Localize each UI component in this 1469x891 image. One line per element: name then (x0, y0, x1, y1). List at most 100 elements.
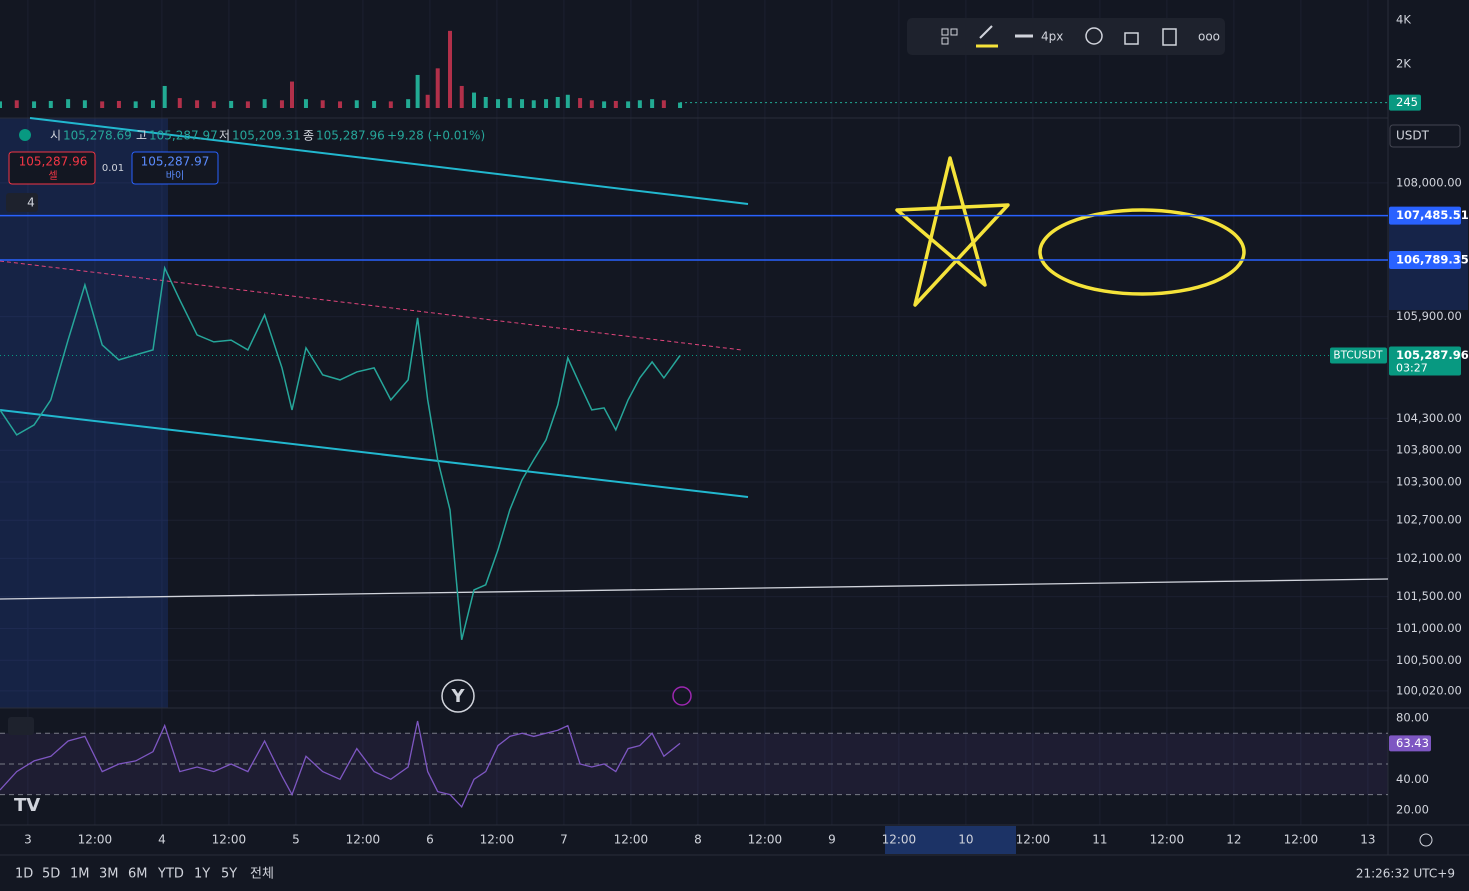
sell-label: 셀 (48, 170, 57, 182)
line-width[interactable]: 4px (1041, 30, 1063, 44)
volume-bar (406, 99, 411, 108)
ohlc-label: 시 (50, 129, 61, 143)
volume-bar (262, 99, 267, 108)
icon-settings[interactable] (1085, 27, 1103, 45)
volume-bar (602, 101, 607, 108)
status-dot (19, 129, 31, 141)
y-tick-label: 102,700.00 (1396, 513, 1462, 527)
volume-bar (116, 100, 121, 108)
sell-button[interactable] (8, 151, 96, 185)
volume-bar (211, 101, 216, 108)
range-button[interactable]: 1D (15, 867, 33, 882)
volume-bar (483, 96, 488, 108)
volume-bar (279, 100, 284, 108)
volume-bar (531, 100, 536, 108)
x-tick-label: 12:00 (1016, 833, 1051, 847)
quantity: 0.01 (102, 163, 124, 174)
volume-bar (626, 101, 631, 108)
x-tick-label: 6 (426, 833, 434, 847)
sell-price: 105,287.96 (19, 155, 88, 169)
range-button[interactable]: 5D (42, 867, 60, 882)
y-tick-label: 4K (1396, 12, 1411, 26)
event-marker[interactable] (441, 679, 475, 713)
volume-bar (637, 100, 642, 108)
range-button[interactable]: 1M (70, 867, 90, 882)
volume-bar (229, 100, 234, 108)
x-tick-label: 12:00 (480, 833, 515, 847)
x-tick-label: 8 (694, 833, 702, 847)
time-selection (885, 826, 1016, 854)
ohlc-value: 105,278.69 (63, 129, 132, 143)
range-button[interactable]: YTD (157, 867, 184, 882)
volume-bar (177, 98, 182, 108)
range-button[interactable]: 전체 (250, 867, 274, 882)
x-tick-label: 12:00 (346, 833, 381, 847)
volume-bar (388, 101, 393, 108)
y-tick-label: 105,900.00 (1396, 309, 1462, 323)
ohlc-label: 고 (136, 129, 147, 143)
x-tick-label: 12:00 (78, 833, 113, 847)
last-price-box (1389, 346, 1461, 376)
indicator-toggle[interactable] (6, 193, 38, 212)
icon-templates[interactable] (941, 28, 949, 36)
ohlc-label: 저 (219, 129, 230, 143)
range-button[interactable]: 1Y (194, 867, 210, 882)
x-tick-label: 12:00 (748, 833, 783, 847)
trend-line[interactable] (0, 260, 743, 351)
trend-line[interactable] (29, 117, 749, 205)
price-line-box (1389, 250, 1461, 269)
icon-lock[interactable] (1124, 32, 1139, 45)
volume-bar (66, 99, 71, 108)
price-line-box (1389, 206, 1461, 225)
range-button[interactable]: 3M (99, 867, 119, 882)
bottom-bar: 1D 5D 1M 3M 6M YTD 1Y 5Y 전체 (15, 867, 274, 882)
ellipse-drawing[interactable] (1038, 208, 1246, 296)
range-button[interactable]: 5Y (221, 867, 237, 882)
price-line-label: 107,485.51 (1396, 208, 1469, 222)
volume-bar (32, 101, 37, 108)
buy-price: 105,287.97 (141, 155, 210, 169)
y-tick-label: 20.00 (1396, 802, 1429, 816)
y-tick-label: 103,300.00 (1396, 475, 1462, 489)
star-drawing[interactable] (895, 156, 1010, 307)
icon-templates (950, 28, 958, 36)
volume-last-box (1389, 94, 1421, 111)
symbol: BTCUSDT (1333, 350, 1383, 362)
x-tick-label: 12:00 (1284, 833, 1319, 847)
volume-bar (448, 30, 453, 108)
settings-icon[interactable] (1419, 833, 1433, 847)
rsi-line (0, 720, 681, 809)
rsi-last-box (1389, 735, 1431, 752)
currency-select[interactable] (1389, 124, 1461, 148)
marker-label: Y (450, 686, 465, 707)
trend-line[interactable] (0, 409, 749, 498)
price-line (0, 265, 681, 640)
icon-more[interactable]: ooo (1198, 30, 1220, 44)
icon-pen[interactable] (979, 25, 993, 39)
y-tick-label: 100,500.00 (1396, 653, 1462, 667)
x-tick-label: 10 (958, 833, 973, 847)
volume-bar (195, 100, 200, 108)
range-button[interactable]: 6M (128, 867, 148, 882)
volume-bar (650, 99, 655, 108)
y-tick-label: 104,300.00 (1396, 411, 1462, 425)
clock: 21:26:32 UTC+9 (1356, 867, 1455, 881)
buy-button[interactable] (131, 151, 219, 185)
volume-bar (162, 85, 167, 108)
y-tick-label: 101,500.00 (1396, 589, 1462, 603)
volume-bar (133, 101, 138, 108)
x-tick-label: 11 (1092, 833, 1107, 847)
pane-toggle[interactable] (8, 717, 34, 735)
alert-icon[interactable] (672, 686, 692, 706)
icon-delete[interactable] (1162, 28, 1177, 46)
volume-bar (290, 81, 295, 108)
change: +9.28 (+0.01%) (387, 129, 485, 143)
icon-templates (941, 37, 949, 45)
volume-bar (472, 92, 477, 108)
volume-bar (14, 100, 19, 108)
volume-bar (544, 99, 549, 108)
y-tick-label: 101,000.00 (1396, 621, 1462, 635)
volume-bar (48, 100, 53, 108)
price-line-label: 106,789.35 (1396, 252, 1469, 266)
trend-line[interactable] (0, 578, 1389, 600)
